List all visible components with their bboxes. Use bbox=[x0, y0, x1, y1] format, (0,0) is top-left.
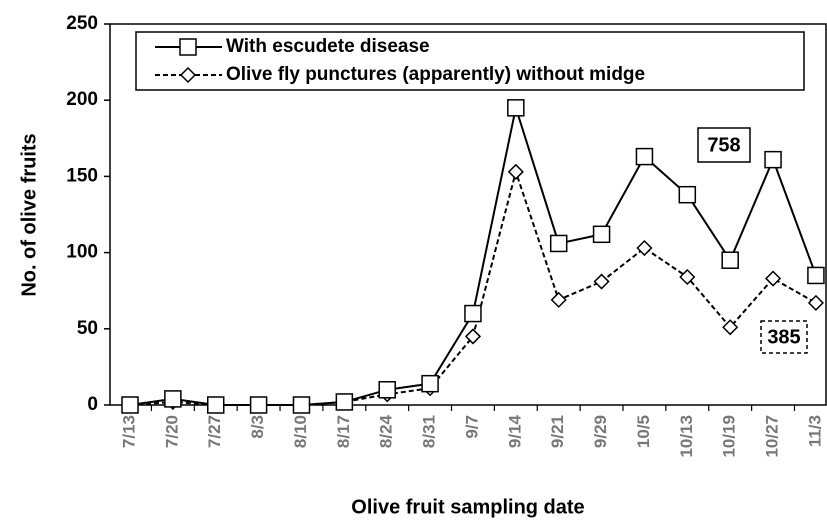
marker bbox=[292, 396, 311, 414]
marker bbox=[764, 270, 782, 287]
legend-label: With escudete disease bbox=[226, 36, 430, 57]
plot-frame bbox=[109, 23, 827, 406]
legend-box bbox=[135, 31, 805, 91]
x-axis-title: Olive fruit sampling date bbox=[351, 496, 584, 518]
y-tick-label: 200 bbox=[66, 89, 98, 110]
annotation-box bbox=[760, 320, 808, 354]
x-tick-label: 7/20 bbox=[162, 415, 181, 448]
y-tick-label: 150 bbox=[66, 165, 98, 186]
x-tick-label: 8/3 bbox=[248, 415, 267, 439]
annotation-box bbox=[697, 127, 751, 163]
marker bbox=[464, 304, 482, 323]
marker bbox=[550, 291, 567, 308]
legend-label: Olive fly punctures (apparently) without… bbox=[226, 64, 645, 85]
legend-marker bbox=[179, 66, 197, 84]
marker bbox=[507, 99, 525, 117]
x-tick-label: 10/13 bbox=[677, 415, 696, 458]
marker bbox=[507, 163, 524, 180]
x-tick-label: 10/19 bbox=[720, 415, 739, 458]
marker bbox=[164, 390, 182, 408]
x-tick-label: 9/29 bbox=[591, 415, 610, 448]
marker bbox=[378, 381, 396, 399]
marker bbox=[807, 294, 824, 311]
marker bbox=[679, 268, 696, 286]
marker bbox=[722, 319, 739, 336]
x-tick-label: 10/5 bbox=[634, 415, 653, 448]
marker bbox=[206, 396, 225, 414]
marker bbox=[636, 239, 653, 257]
y-tick-label: 100 bbox=[66, 242, 98, 263]
marker bbox=[549, 234, 568, 253]
x-tick-label: 9/21 bbox=[548, 415, 567, 448]
marker bbox=[335, 393, 354, 411]
annotation: 758 bbox=[707, 134, 740, 156]
marker bbox=[593, 273, 610, 290]
x-tick-label: 7/13 bbox=[119, 415, 138, 448]
x-tick-label: 9/7 bbox=[462, 415, 481, 439]
annotation: 385 bbox=[767, 326, 800, 348]
x-tick-label: 8/31 bbox=[420, 415, 439, 448]
marker bbox=[421, 374, 439, 393]
marker bbox=[464, 328, 482, 345]
marker bbox=[249, 396, 268, 414]
x-tick-label: 8/17 bbox=[334, 415, 353, 448]
x-tick-label: 8/24 bbox=[377, 414, 396, 448]
y-tick-label: 250 bbox=[66, 13, 98, 34]
y-tick-label: 50 bbox=[77, 318, 98, 339]
marker bbox=[121, 396, 139, 414]
x-tick-label: 10/27 bbox=[763, 415, 782, 458]
marker bbox=[807, 266, 825, 285]
marker bbox=[592, 225, 611, 244]
x-tick-label: 8/10 bbox=[291, 415, 310, 448]
marker bbox=[678, 185, 697, 204]
marker bbox=[721, 251, 739, 269]
legend: With escudete disease Olive fly punctures… bbox=[135, 31, 805, 91]
x-tick-label: 9/14 bbox=[505, 414, 524, 448]
marker bbox=[635, 147, 654, 166]
y-axis-title: No. of olive fruits bbox=[18, 133, 40, 296]
x-tick-label: 7/27 bbox=[205, 415, 224, 448]
series-line bbox=[129, 168, 817, 406]
marker bbox=[764, 150, 782, 169]
legend-marker bbox=[179, 38, 197, 56]
y-tick-label: 0 bbox=[87, 394, 98, 415]
x-tick-label: 11/3 bbox=[805, 415, 824, 447]
